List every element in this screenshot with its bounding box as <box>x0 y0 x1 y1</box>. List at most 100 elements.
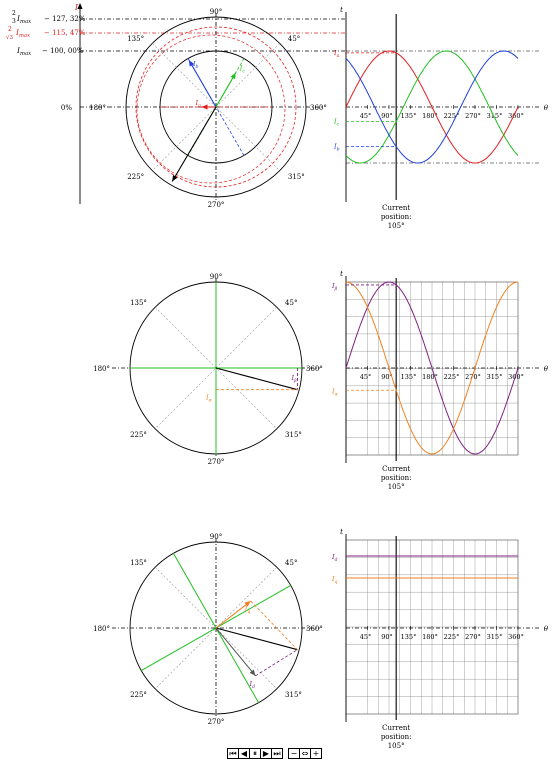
panel1-theta-tick-label: 315° <box>487 112 503 120</box>
panel1-theta-tick-label: 90° <box>381 112 393 120</box>
panel1-theta-tick-label: 225° <box>444 112 460 120</box>
last-frame-button[interactable]: ⏭ <box>271 748 283 759</box>
panel1-degree-label: 270° <box>208 201 225 209</box>
panel3-theta-tick-label: 225° <box>444 633 460 641</box>
level-127-label: − 127, 32% <box>44 15 86 23</box>
panel2-degree-label: 45° <box>285 299 297 307</box>
marker-label-b: Ib <box>333 143 340 153</box>
d-vector-head <box>249 669 256 676</box>
beta-curve <box>345 281 519 455</box>
marker-label-a: Ia <box>333 49 340 59</box>
panel3-theta-tick-label: 270° <box>465 633 481 641</box>
panel3-degree-label: 270° <box>208 718 225 726</box>
phase-vector-b-head <box>188 60 195 67</box>
phase-a-curve <box>345 50 519 164</box>
beta-vector-label: Iβ <box>290 374 297 384</box>
q-marker-label: Iq <box>331 575 338 585</box>
panel1-degree-label: 315° <box>288 173 305 181</box>
panel1-theta-label: θ <box>544 104 549 112</box>
panel3-theta-tick-label: 90° <box>381 633 393 641</box>
panel3-current-position-label: 105° <box>388 742 405 750</box>
panel1-theta-tick-label: 135° <box>401 112 417 120</box>
panel3-t-label: t <box>340 528 343 536</box>
frac-2-label: 2 <box>12 10 16 17</box>
panel2-degree-label: 360° <box>306 365 323 373</box>
panel2-theta-tick-label: 180° <box>422 373 438 381</box>
resultant-vector-head <box>172 174 178 182</box>
panel3-current-position-label: Current <box>382 724 410 732</box>
q-projection <box>250 600 298 650</box>
panel3-theta-tick-label: 360° <box>508 633 524 641</box>
panel2-theta-tick-label: 270° <box>465 373 481 381</box>
q-vector-label: Iq <box>244 605 251 615</box>
panel1-degree-label: 225° <box>127 173 144 181</box>
panel2-degree-label: 180° <box>93 365 110 373</box>
imax-label-127: Imax <box>16 14 31 25</box>
panel1-degree-label: 135° <box>127 35 144 43</box>
panel3-degree-label: 90° <box>210 533 222 541</box>
panel2-degree-label: 225° <box>130 431 147 439</box>
panel1-theta-tick-label: 45° <box>360 112 372 120</box>
phase-label-c: Ic <box>239 65 246 75</box>
level-115-label: − 115, 47% <box>44 29 86 37</box>
panel2-degree-label: 315° <box>285 431 302 439</box>
phase-vector-c <box>215 72 237 108</box>
panel3-degree-label: 360° <box>306 625 323 633</box>
phase-label-a: Ia <box>195 99 202 109</box>
alpha-curve <box>345 281 519 455</box>
panel3-degree-label: 180° <box>93 625 110 633</box>
q-vector <box>215 600 252 629</box>
panel2-theta-tick-label: 315° <box>487 373 503 381</box>
alpha-vector-label: Iα <box>205 394 212 404</box>
panel2-theta-tick-label: 135° <box>401 373 417 381</box>
frac-2-red-label: 2 <box>8 26 12 33</box>
phase-vector-c-head <box>230 72 236 80</box>
panel2-current-position-label: Current <box>382 465 410 473</box>
alpha-marker-label: Iα <box>331 387 338 397</box>
d-vector <box>215 627 256 677</box>
panel2-current-position-label: position: <box>381 474 412 482</box>
panel2-theta-tick-label: 225° <box>444 373 460 381</box>
sqrt3-label: √3 <box>6 34 14 41</box>
level-zero-label: 0% <box>61 104 72 112</box>
panel1-current-position-label: Current <box>382 204 410 212</box>
d-vector-label: Id <box>249 680 256 690</box>
panel1-degree-label: 90° <box>210 8 222 16</box>
d-projection <box>255 649 298 677</box>
imax-label-115: Imax <box>15 28 30 39</box>
panel1-t-label: t <box>340 6 343 14</box>
panel2-t-label: t <box>340 270 343 278</box>
panel3-theta-tick-label: 45° <box>360 633 372 641</box>
panel1-degree-label: 180° <box>89 104 106 112</box>
marker-label-c: Ic <box>333 117 340 127</box>
phase-vector-a-head <box>201 104 208 110</box>
panel1-theta-tick-label: 360° <box>508 112 524 120</box>
faster-button[interactable]: + <box>310 748 322 759</box>
panel3-current-position-label: position: <box>381 733 412 741</box>
beta-marker-label: Iβ <box>331 282 338 292</box>
panel1-degree-label: 360° <box>310 104 327 112</box>
panel2-theta-tick-label: 90° <box>381 373 393 381</box>
panel3-theta-label: θ <box>544 625 549 633</box>
panel2-degree-label: 90° <box>210 273 222 281</box>
panel1-current-position-label: 105° <box>388 222 405 230</box>
red-dashed-circle-inner <box>136 34 286 184</box>
imax-label-100: Imax <box>16 46 31 57</box>
panel3-degree-label: 315° <box>285 691 302 699</box>
panel1-current-position-label: position: <box>381 213 412 221</box>
panel2-theta-tick-label: 45° <box>360 373 372 381</box>
level-100-label: − 100, 00% <box>42 47 84 55</box>
current-axis-label: I <box>74 3 79 12</box>
resultant-vector-3 <box>215 627 298 651</box>
phase-c-curve <box>345 50 519 164</box>
panel3-degree-label: 225° <box>130 691 147 699</box>
panel1-degree-label: 45° <box>288 35 300 43</box>
panel2-theta-label: θ <box>544 365 549 373</box>
phase-b-curve <box>345 50 519 164</box>
panel2-degree-label: 135° <box>130 299 147 307</box>
frac-3-label: 3 <box>12 18 16 25</box>
q-vector-head <box>244 601 251 607</box>
panel2-theta-tick-label: 360° <box>508 373 524 381</box>
panel2-degree-label: 270° <box>208 458 225 466</box>
